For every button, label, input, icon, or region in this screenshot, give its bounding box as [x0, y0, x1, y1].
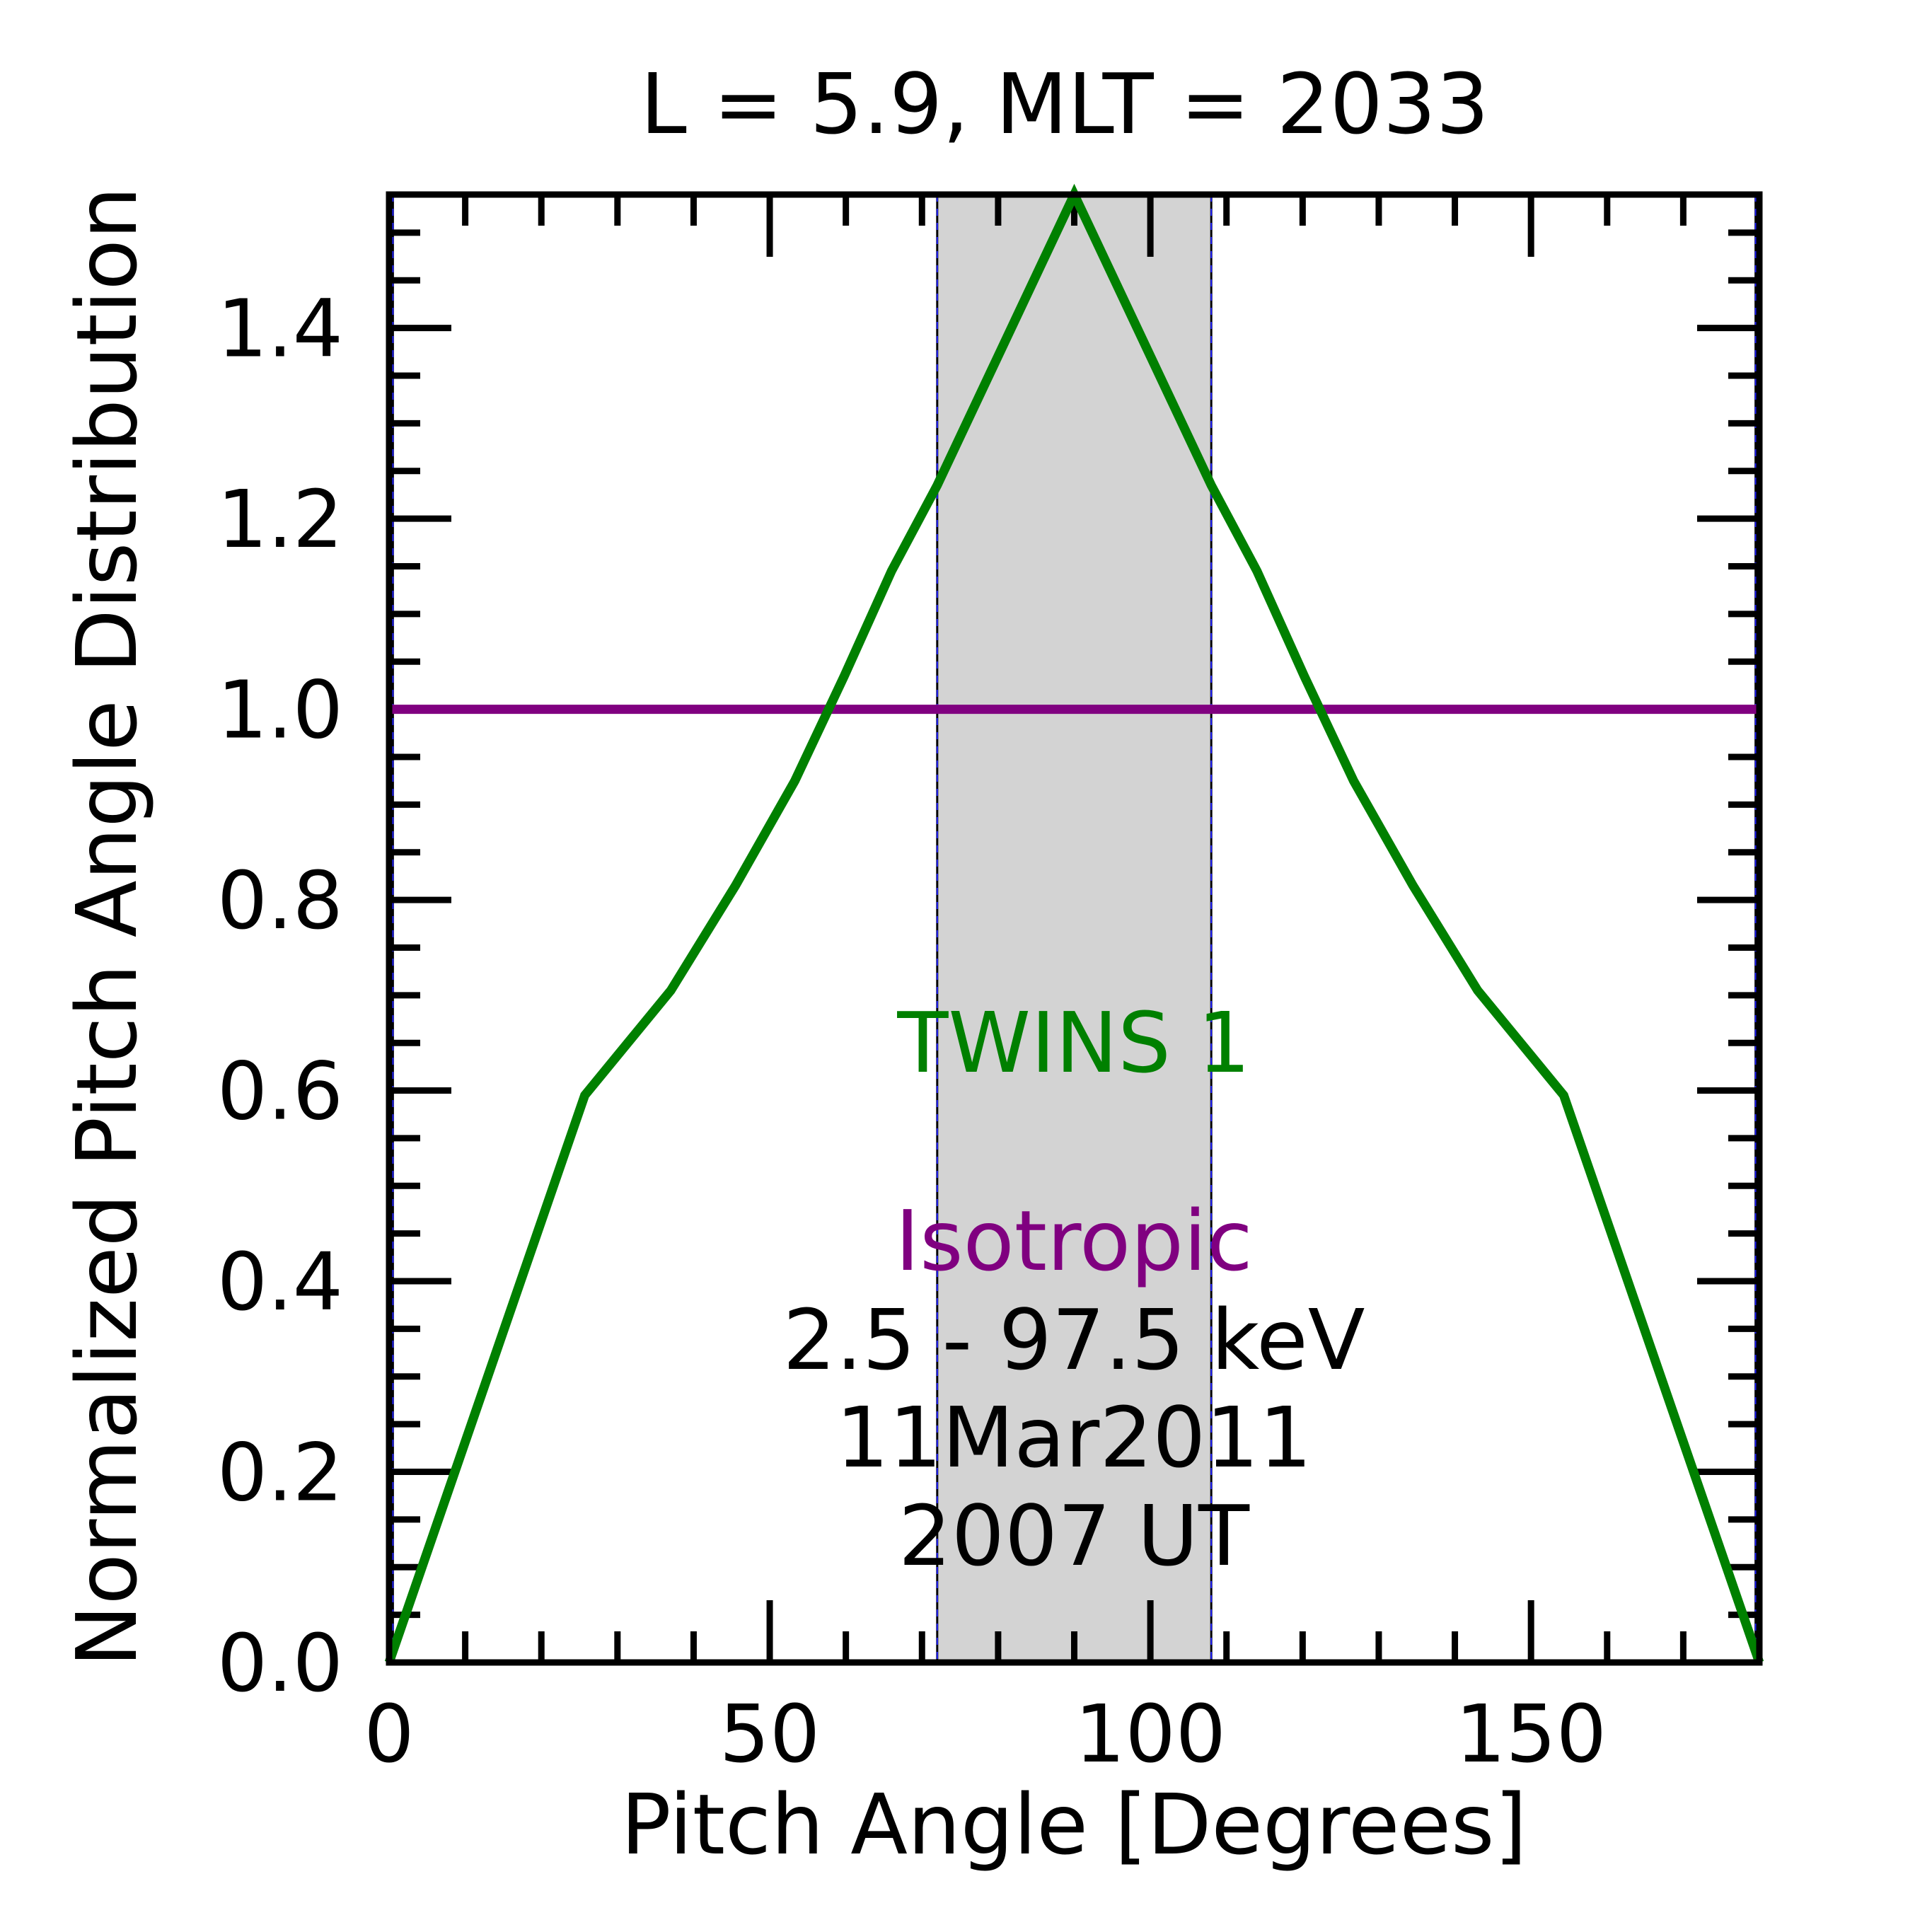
- y-tick-label: 0.8: [217, 855, 343, 947]
- annotation-twins-label: TWINS 1: [896, 994, 1250, 1092]
- annotation-time: 2007 UT: [898, 1487, 1250, 1585]
- annotation-date: 11Mar2011: [835, 1389, 1312, 1486]
- x-tick-label: 100: [1075, 1689, 1226, 1781]
- y-tick-label: 0.4: [217, 1237, 343, 1329]
- x-tick-label: 0: [364, 1689, 414, 1781]
- y-tick-label: 1.0: [217, 665, 343, 757]
- plot-frame: [386, 191, 1763, 1666]
- y-tick-label: 1.2: [217, 474, 343, 566]
- minor-ticks: [389, 195, 1763, 1662]
- chart-title: L = 5.9, MLT = 2033: [640, 55, 1489, 153]
- y-tick-labels: 0.0 0.2 0.4 0.6 0.8 1.0 1.2 1.4: [217, 284, 343, 1710]
- annotation-energy-range: 2.5 - 97.5 keV: [783, 1291, 1365, 1389]
- shaded-band: [937, 195, 1212, 1662]
- y-axis-label: Normalized Pitch Angle Distribution: [58, 186, 156, 1667]
- x-tick-labels: 0 50 100 150: [364, 1689, 1607, 1781]
- annotation-isotropic-label: Isotropic: [895, 1192, 1252, 1290]
- x-axis-label: Pitch Angle [Degrees]: [620, 1776, 1527, 1873]
- y-tick-label: 0.2: [217, 1428, 343, 1520]
- x-tick-label: 50: [719, 1689, 821, 1781]
- y-tick-label: 0.0: [217, 1618, 343, 1710]
- x-tick-label: 150: [1455, 1689, 1607, 1781]
- y-tick-label: 0.6: [217, 1046, 343, 1138]
- y-tick-label: 1.4: [217, 284, 343, 376]
- boundary-lines: [391, 195, 1757, 1662]
